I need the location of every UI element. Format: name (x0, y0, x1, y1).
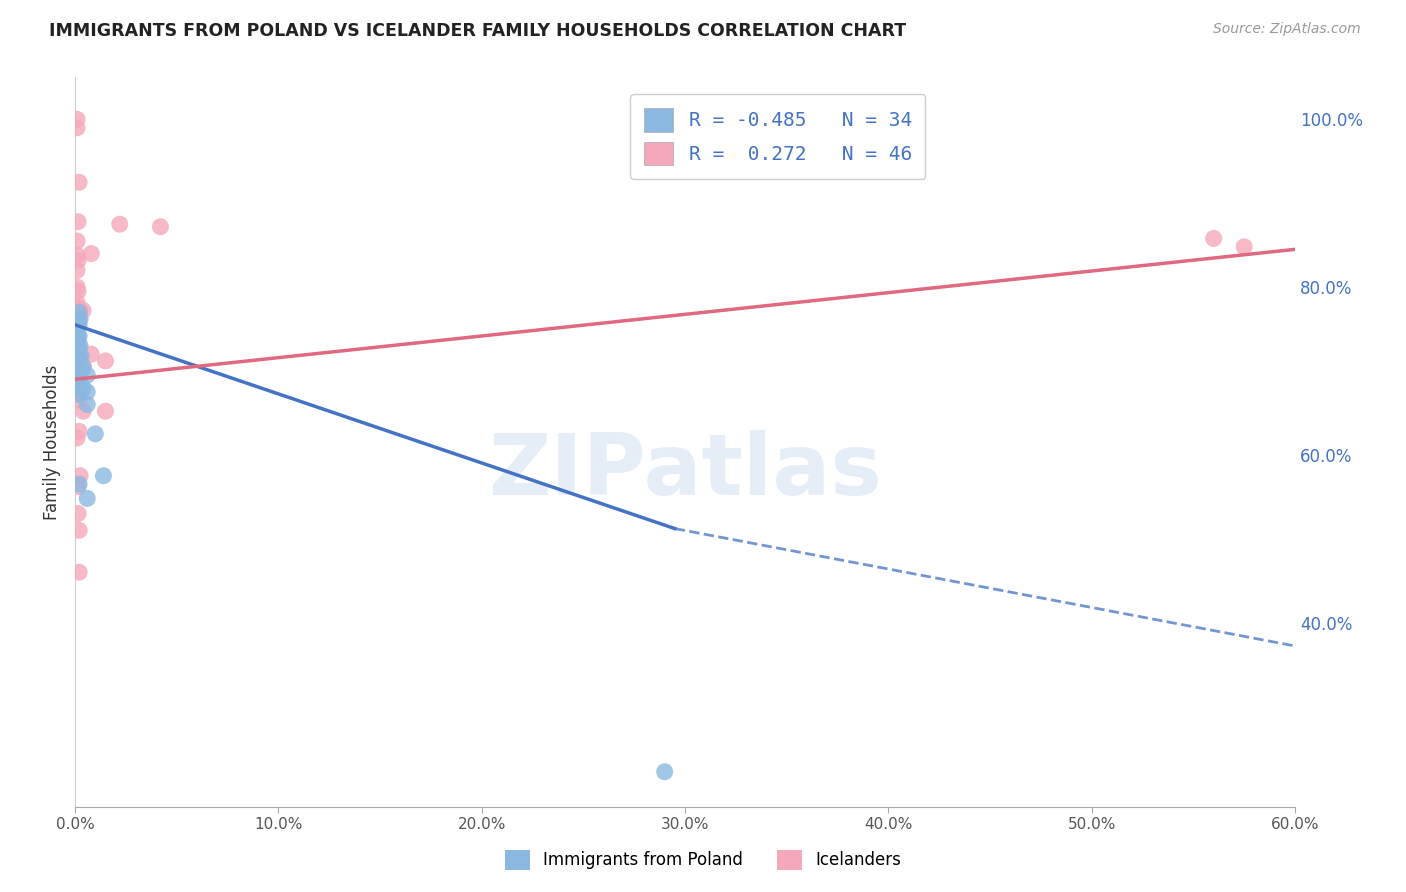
Point (84, 426, 107, 441)
Point (69, 339, 91, 353)
Point (69, 303, 91, 318)
Point (76, 397, 98, 411)
Point (67, 315, 90, 329)
Point (67, 328, 90, 343)
Point (66, 345, 89, 359)
Point (66, 370, 89, 384)
Point (69, 359, 91, 374)
Point (67, 351, 90, 366)
Point (66, 334, 89, 349)
Point (654, 764, 676, 779)
Point (67, 364, 90, 378)
Point (72, 359, 94, 374)
Point (67, 477, 90, 491)
Point (67, 507, 90, 521)
Point (108, 217, 131, 231)
Point (149, 219, 172, 234)
Point (67, 318, 90, 332)
Point (66, 120, 89, 135)
Point (72, 303, 94, 318)
Point (69, 351, 91, 366)
Point (67, 215, 90, 229)
Point (67, 330, 90, 344)
Point (67, 332, 90, 346)
Point (76, 384, 98, 399)
Point (1202, 231, 1225, 245)
Point (66, 326, 89, 341)
Point (66, 313, 89, 327)
Point (76, 491, 98, 506)
Point (66, 357, 89, 371)
Point (67, 175, 90, 189)
Point (67, 379, 90, 393)
Point (66, 312, 89, 326)
Point (69, 312, 91, 326)
Point (67, 341, 90, 355)
Point (72, 359, 94, 374)
Point (67, 301, 90, 315)
Point (67, 376, 90, 391)
Legend: R = -0.485   N = 34, R =  0.272   N = 46: R = -0.485 N = 34, R = 0.272 N = 46 (630, 95, 925, 179)
Point (72, 381, 94, 395)
Point (67, 315, 90, 329)
Point (66, 359, 89, 374)
Point (67, 343, 90, 357)
Point (67, 253, 90, 268)
Point (67, 425, 90, 439)
Point (67, 393, 90, 408)
Point (67, 523, 90, 537)
Point (80, 246, 103, 260)
Point (66, 248, 89, 262)
Point (66, 280, 89, 294)
Point (66, 234, 89, 248)
Point (67, 565, 90, 579)
Text: IMMIGRANTS FROM POLAND VS ICELANDER FAMILY HOUSEHOLDS CORRELATION CHART: IMMIGRANTS FROM POLAND VS ICELANDER FAMI… (49, 22, 907, 40)
Point (66, 295, 89, 310)
Point (66, 349, 89, 363)
Point (94, 404, 117, 418)
Point (69, 468, 91, 483)
Point (67, 480, 90, 494)
Text: Source: ZipAtlas.com: Source: ZipAtlas.com (1213, 22, 1361, 37)
Point (67, 387, 90, 401)
Point (67, 312, 90, 326)
Point (80, 347, 103, 361)
Point (67, 347, 90, 361)
Point (67, 354, 90, 368)
Point (70, 364, 93, 378)
Point (67, 285, 90, 299)
Point (67, 362, 90, 376)
Point (70, 383, 93, 397)
Point (76, 368, 98, 383)
Point (66, 431, 89, 445)
Point (66, 339, 89, 353)
Point (67, 366, 90, 380)
Y-axis label: Family Households: Family Households (44, 365, 60, 520)
Text: ZIPatlas: ZIPatlas (488, 430, 882, 513)
Point (67, 351, 90, 366)
Point (66, 112, 89, 127)
Legend: Immigrants from Poland, Icelanders: Immigrants from Poland, Icelanders (499, 843, 907, 877)
Point (72, 404, 94, 418)
Point (67, 305, 90, 319)
Point (1233, 240, 1256, 254)
Point (93, 468, 115, 483)
Point (69, 384, 91, 399)
Point (94, 354, 117, 368)
Point (66, 263, 89, 277)
Point (70, 349, 93, 363)
